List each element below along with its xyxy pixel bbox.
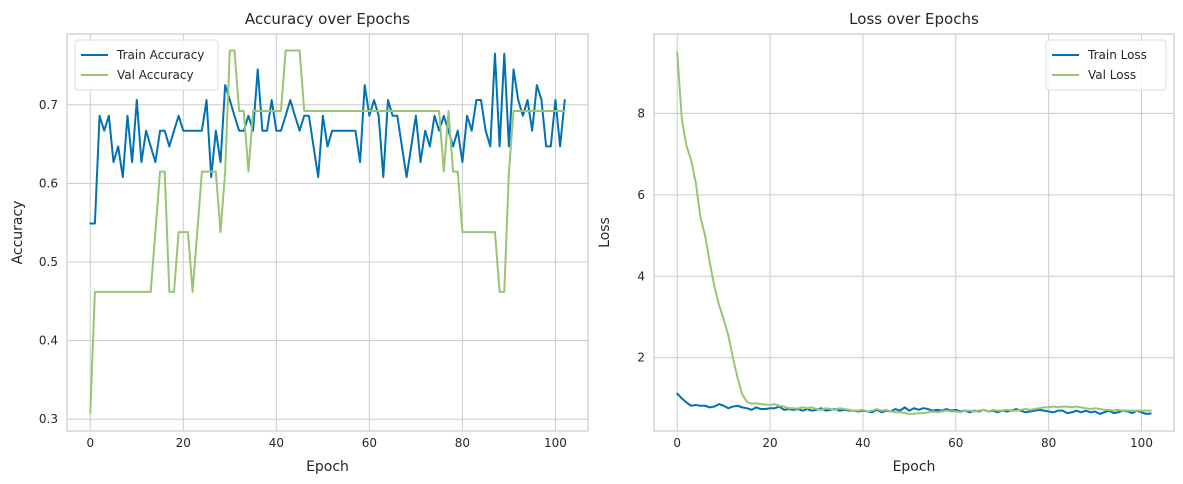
- plot-frame: [653, 33, 1175, 432]
- x-tick-label: 80: [455, 436, 470, 450]
- x-axis-label: Epoch: [306, 459, 349, 475]
- y-tick-label: 8: [637, 106, 645, 120]
- x-tick-label: 60: [362, 436, 377, 450]
- y-tick-label: 4: [637, 269, 645, 283]
- chart-panel-1: 0 20 40 60 80 100 0.3 0.4 0.5 0.6 0.7 Accuracy over…: [10, 10, 589, 475]
- legend-box: [74, 39, 219, 91]
- x-tick-label: 0: [673, 436, 681, 450]
- x-tick-label: 20: [176, 436, 191, 450]
- y-tick-label: 0.5: [39, 255, 58, 269]
- legend-label: Train Loss: [1087, 48, 1147, 62]
- y-axis-label: Loss: [597, 217, 613, 248]
- series-group: [89, 49, 566, 414]
- legend: Train Accuracy Val Accuracy: [74, 39, 219, 91]
- x-tick-label: 80: [1041, 436, 1056, 450]
- grid: [67, 34, 588, 431]
- y-tick-label: 6: [637, 188, 645, 202]
- y-tick-label: 2: [637, 351, 645, 365]
- x-tick-label: 40: [855, 436, 870, 450]
- legend-label: Val Loss: [1088, 68, 1136, 82]
- x-tick-label: 40: [269, 436, 284, 450]
- series-line-val-loss: [676, 51, 1152, 415]
- chart-panel-2: 0 20 40 60 80 100 2 4 6 8 Loss over Epochs Epoch Los…: [597, 10, 1175, 475]
- x-tick-label: 100: [544, 436, 567, 450]
- y-tick-label: 0.7: [39, 98, 58, 112]
- chart-title: Loss over Epochs: [849, 10, 979, 28]
- chart-title: Accuracy over Epochs: [245, 10, 410, 28]
- legend-box: [1045, 39, 1167, 91]
- x-tick-label: 0: [86, 436, 94, 450]
- y-tick-label: 0.3: [39, 412, 58, 426]
- legend-label: Val Accuracy: [117, 68, 194, 82]
- legend-label: Train Accuracy: [116, 48, 204, 62]
- x-axis-label: Epoch: [893, 459, 936, 475]
- y-tick-label: 0.6: [39, 176, 58, 190]
- series-line-train-loss: [676, 392, 1152, 415]
- series-group: [676, 51, 1152, 415]
- grid: [654, 34, 1174, 431]
- plot-frame: [66, 33, 589, 432]
- series-line-val-accuracy: [89, 49, 566, 414]
- legend: Train Loss Val Loss: [1045, 39, 1167, 91]
- x-tick-label: 60: [948, 436, 963, 450]
- y-axis-label: Accuracy: [10, 201, 26, 265]
- series-line-train-accuracy: [89, 52, 566, 225]
- x-tick-label: 20: [762, 436, 777, 450]
- y-tick-label: 0.4: [39, 334, 58, 348]
- x-tick-label: 100: [1130, 436, 1153, 450]
